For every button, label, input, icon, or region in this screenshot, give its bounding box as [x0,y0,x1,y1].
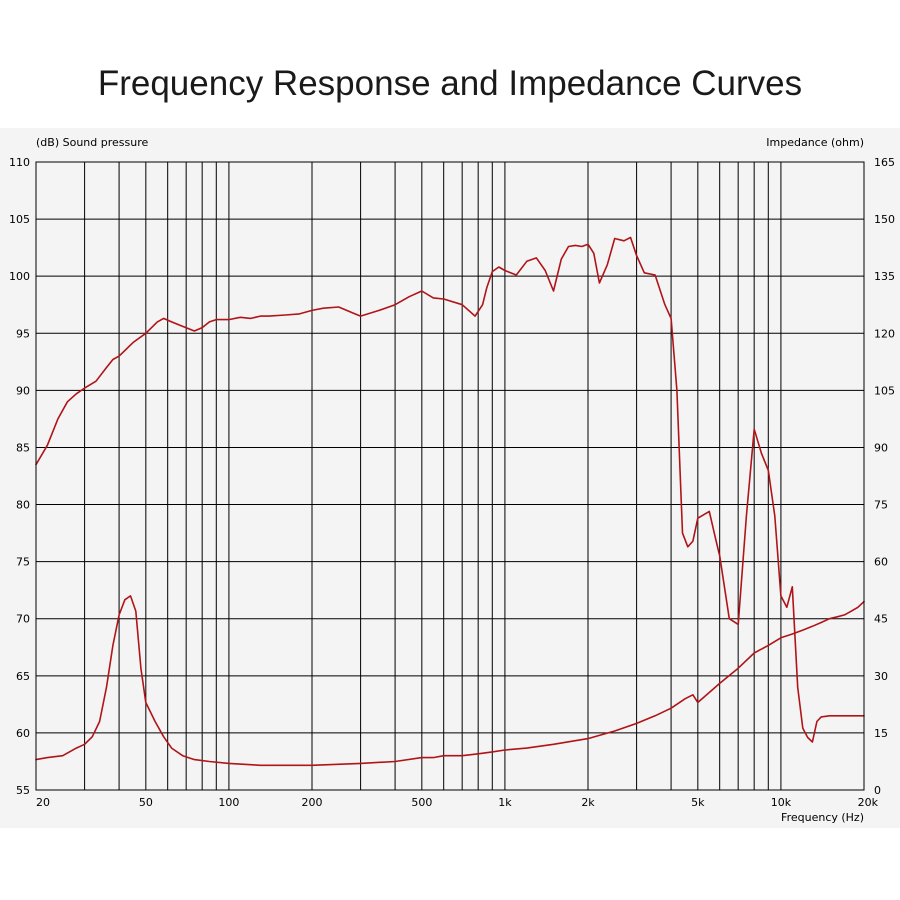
grid [36,162,864,790]
y-tick-label-right: 30 [874,670,888,683]
y-tick-label-left: 75 [16,556,30,569]
y-tick-label-right: 150 [874,213,895,226]
y-tick-label-left: 80 [16,499,30,512]
y-tick-label-right: 90 [874,441,888,454]
x-tick-label: 5k [691,796,705,809]
y-tick-label-left: 90 [16,384,30,397]
y-tick-label-left: 60 [16,727,30,740]
y-tick-label-left: 110 [9,156,30,169]
y-tick-label-right: 45 [874,613,888,626]
y-tick-label-left: 95 [16,327,30,340]
tick-labels: 1101051009590858075706560551651501351201… [9,156,895,809]
y-tick-label-right: 15 [874,727,888,740]
y-axis-label-left: (dB) Sound pressure [36,136,148,149]
sound-pressure-curve [35,236,865,743]
y-tick-label-left: 70 [16,613,30,626]
y-tick-label-left: 105 [9,213,30,226]
x-tick-label: 20k [858,796,879,809]
impedance-curve [35,595,865,767]
y-tick-label-left: 100 [9,270,30,283]
x-tick-label: 100 [218,796,239,809]
x-tick-label: 50 [139,796,153,809]
x-tick-label: 10k [771,796,792,809]
y-tick-label-right: 0 [874,784,881,797]
x-tick-label: 2k [581,796,595,809]
y-tick-label-left: 65 [16,670,30,683]
y-tick-label-right: 105 [874,384,895,397]
y-tick-label-right: 165 [874,156,895,169]
x-tick-label: 200 [302,796,323,809]
chart-title: Frequency Response and Impedance Curves [97,64,803,103]
y-tick-label-right: 75 [874,499,888,512]
y-tick-label-right: 135 [874,270,895,283]
x-tick-label: 1k [498,796,512,809]
x-tick-label: 500 [411,796,432,809]
series-lines [35,236,865,767]
chart: (dB) Sound pressure Impedance (ohm) Freq… [9,136,895,824]
plot-panel: (dB) Sound pressure Impedance (ohm) Freq… [0,128,900,828]
y-tick-label-left: 85 [16,441,30,454]
y-axis-label-right: Impedance (ohm) [766,136,864,149]
x-tick-label: 20 [36,796,50,809]
y-tick-label-right: 60 [874,556,888,569]
x-axis-label: Frequency (Hz) [781,811,864,824]
y-tick-label-left: 55 [16,784,30,797]
y-tick-label-right: 120 [874,327,895,340]
plot-frame [35,161,865,791]
